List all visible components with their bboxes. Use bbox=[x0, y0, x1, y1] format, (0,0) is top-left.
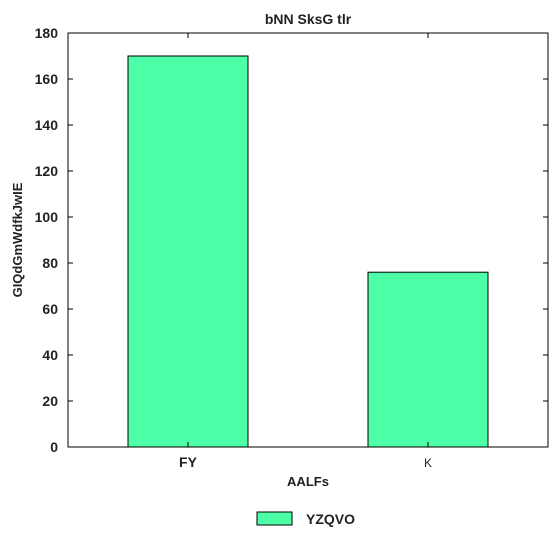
x-tick-label: K bbox=[424, 456, 432, 470]
legend-swatch bbox=[256, 511, 293, 526]
y-tick-label: 180 bbox=[35, 25, 59, 41]
y-tick-label: 140 bbox=[35, 117, 59, 133]
legend: YZQVO bbox=[256, 511, 355, 527]
y-tick-label: 60 bbox=[42, 301, 58, 317]
y-tick-label: 120 bbox=[35, 163, 59, 179]
y-tick-label: 20 bbox=[42, 393, 58, 409]
y-tick-label: 80 bbox=[42, 255, 58, 271]
legend-label: YZQVO bbox=[306, 511, 355, 527]
x-tick-label: FY bbox=[179, 454, 198, 470]
y-axis-label: GIQdGmWdfkJwIE bbox=[10, 182, 25, 297]
bar-fy bbox=[127, 55, 249, 448]
y-tick-label: 100 bbox=[35, 209, 59, 225]
plot-frame bbox=[67, 32, 549, 448]
x-axis-label: AALFs bbox=[287, 474, 329, 489]
y-tick-label: 160 bbox=[35, 71, 59, 87]
bar-k bbox=[367, 271, 489, 448]
plot-area: 0 20 40 60 80 100 120 140 160 180 FY K bbox=[35, 25, 549, 470]
y-tick-label: 0 bbox=[50, 439, 58, 455]
chart-title: bNN SksG tlr bbox=[265, 11, 352, 27]
y-tick-label: 40 bbox=[42, 347, 58, 363]
